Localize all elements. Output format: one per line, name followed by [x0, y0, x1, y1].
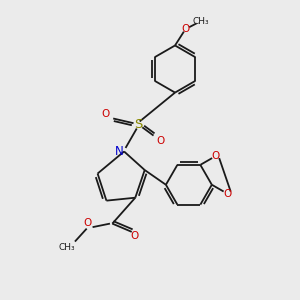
- Text: O: O: [157, 136, 165, 146]
- Text: CH₃: CH₃: [58, 243, 75, 252]
- Text: O: O: [130, 231, 139, 241]
- Text: S: S: [134, 118, 142, 131]
- Text: N: N: [115, 145, 124, 158]
- Text: O: O: [101, 110, 110, 119]
- Text: O: O: [223, 189, 231, 199]
- Text: O: O: [212, 151, 220, 161]
- Text: O: O: [83, 218, 92, 228]
- Text: O: O: [182, 24, 190, 34]
- Text: CH₃: CH₃: [192, 16, 209, 26]
